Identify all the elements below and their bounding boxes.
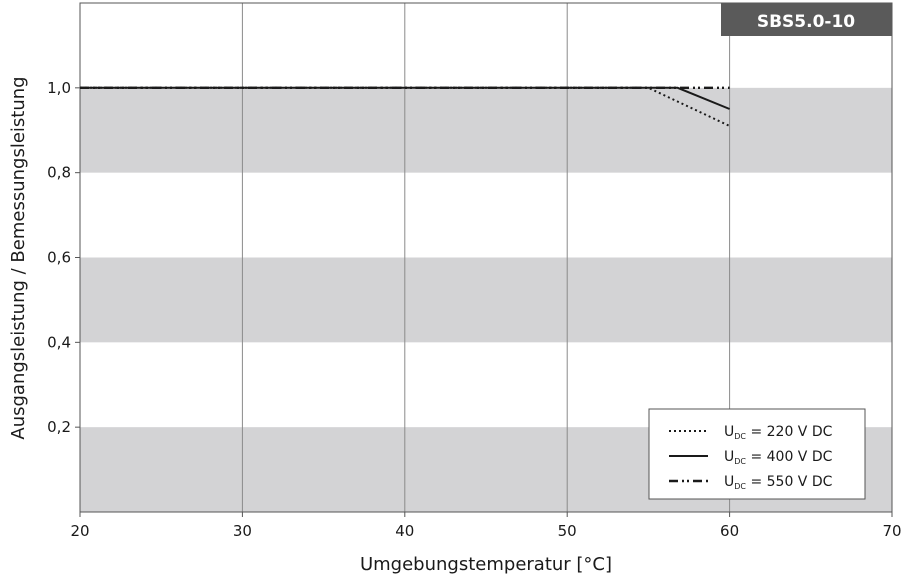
x-axis-ticks: 20 30 40 50 60 70 [70,512,902,540]
x-tick-label: 30 [233,522,252,540]
legend-label: UDC = 220 V DC [724,424,833,441]
model-badge: SBS5.0-10 [721,3,892,36]
x-tick-label: 40 [395,522,414,540]
model-badge-label: SBS5.0-10 [757,12,855,32]
band [80,87,892,173]
y-axis-title: Ausgangsleistung / Bemessungsleistung [8,76,29,439]
legend-label: UDC = 550 V DC [724,474,833,491]
x-tick-label: 70 [882,522,901,540]
legend-label-main: U [724,474,734,490]
y-tick-label: 1,0 [47,79,71,97]
band [80,257,892,343]
x-axis-title: Umgebungstemperatur [°C] [360,554,612,575]
legend-label: UDC = 400 V DC [724,449,833,466]
legend-label-main: U [724,424,734,440]
x-tick-label: 60 [720,522,739,540]
legend-label-subscript: DC [734,457,746,466]
legend-box [648,408,866,500]
legend-label-main: U [724,449,734,465]
series-lines [80,86,731,127]
y-axis-ticks: 0,2 0,4 0,6 0,8 1,0 [47,79,80,436]
y-tick-label: 0,4 [47,333,71,351]
legend-label-subscript: DC [734,432,746,441]
x-tick-label: 50 [558,522,577,540]
y-tick-label: 0,8 [47,164,71,182]
x-tick-label: 20 [70,522,89,540]
legend-label-subscript: DC [734,482,746,491]
legend-label-value: = 220 V DC [746,424,833,440]
y-tick-label: 0,6 [47,249,71,267]
legend-label-value: = 550 V DC [746,474,833,490]
y-tick-label: 0,2 [47,418,71,436]
model-badge-background [721,3,892,36]
legend-label-value: = 400 V DC [746,449,833,465]
